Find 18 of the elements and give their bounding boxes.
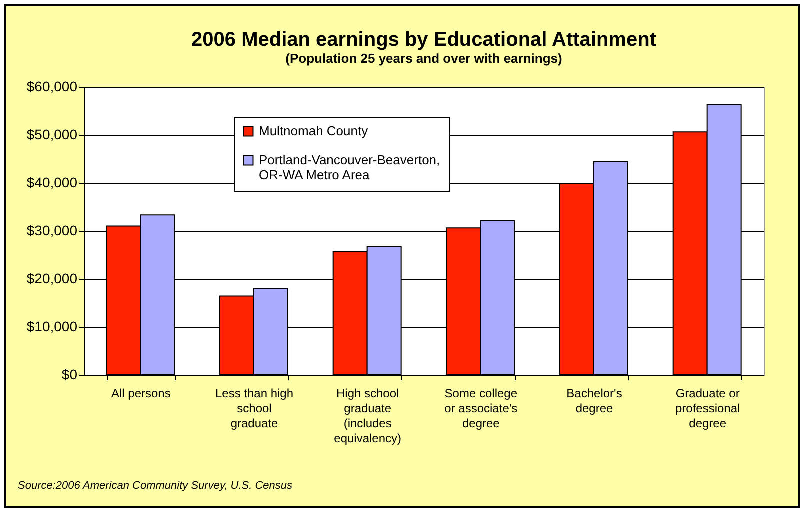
y-tick-label: $10,000	[26, 318, 78, 334]
y-tick-label: $60,000	[26, 78, 78, 94]
chart-subtitle: (Population 25 years and over with earnings)	[286, 51, 562, 66]
y-tick-label: $40,000	[26, 174, 78, 190]
legend-label: Portland-Vancouver-Beaverton, OR-WA Metro Area	[259, 152, 440, 182]
y-tick-label: $30,000	[26, 222, 78, 238]
x-tick-label: Graduate or professional degree	[675, 386, 740, 430]
y-tick-label: $50,000	[26, 126, 78, 142]
x-tick-label: High school graduate (includes equivalency)	[334, 386, 402, 446]
chart-title: 2006 Median earnings by Educational Attainment	[192, 29, 657, 51]
x-tick-label: Bachelor's degree	[566, 386, 622, 416]
y-tick-label: $20,000	[26, 270, 78, 286]
legend-label: Multnomah County	[259, 124, 369, 138]
source-note: Source:2006 American Community Survey, U.S. Census	[18, 480, 293, 492]
y-tick-label: $0	[62, 366, 78, 382]
x-tick-label: All persons	[111, 386, 171, 400]
x-tick-label: Less than high school graduate	[215, 386, 294, 430]
x-tick-label: Some college or associate's degree	[444, 386, 518, 430]
